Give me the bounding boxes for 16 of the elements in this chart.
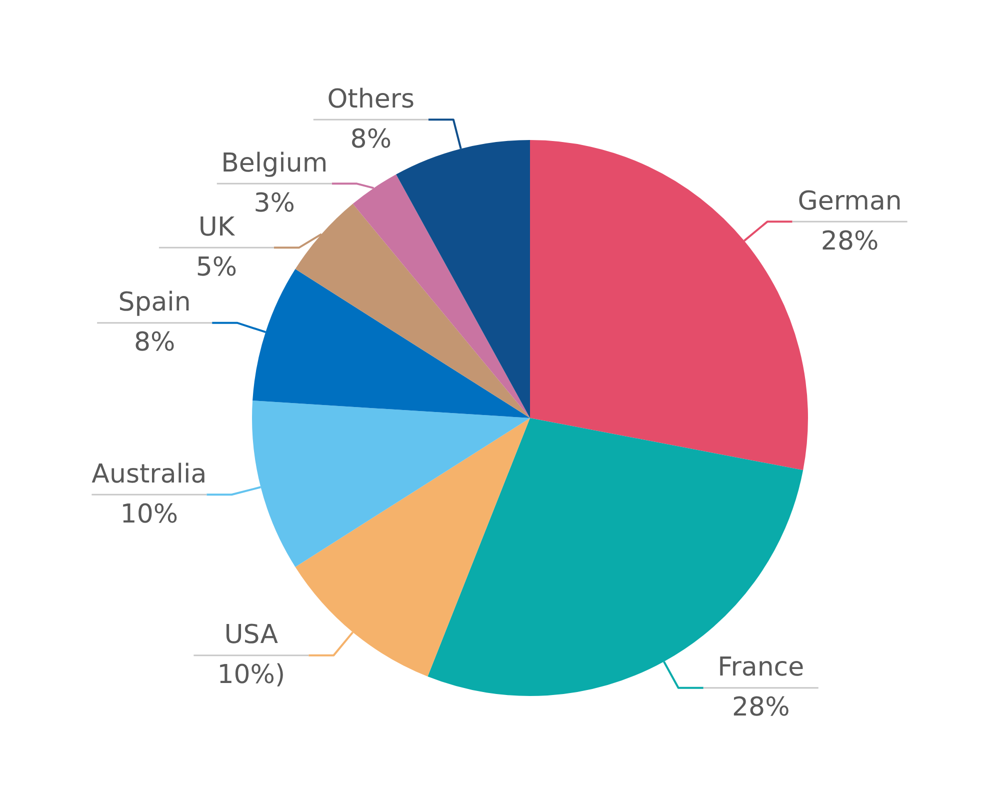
slice-label: Belgium <box>221 148 328 178</box>
data-label: 3% <box>254 188 296 218</box>
data-label: 10%) <box>217 660 286 690</box>
slice-label: German <box>798 186 902 216</box>
slice-label: Australia <box>92 459 207 490</box>
slice-label: France <box>718 652 804 683</box>
slice-label: UK <box>198 212 236 242</box>
slice-label: Spain <box>118 288 191 318</box>
data-label: 8% <box>350 124 392 154</box>
data-label: 5% <box>196 252 238 282</box>
data-label: 28% <box>820 226 879 256</box>
data-label: 28% <box>732 692 790 723</box>
slice-label: USA <box>224 620 278 650</box>
data-label: 10% <box>120 499 178 530</box>
data-label: 8% <box>134 328 176 358</box>
slice-label: Others <box>327 84 415 114</box>
